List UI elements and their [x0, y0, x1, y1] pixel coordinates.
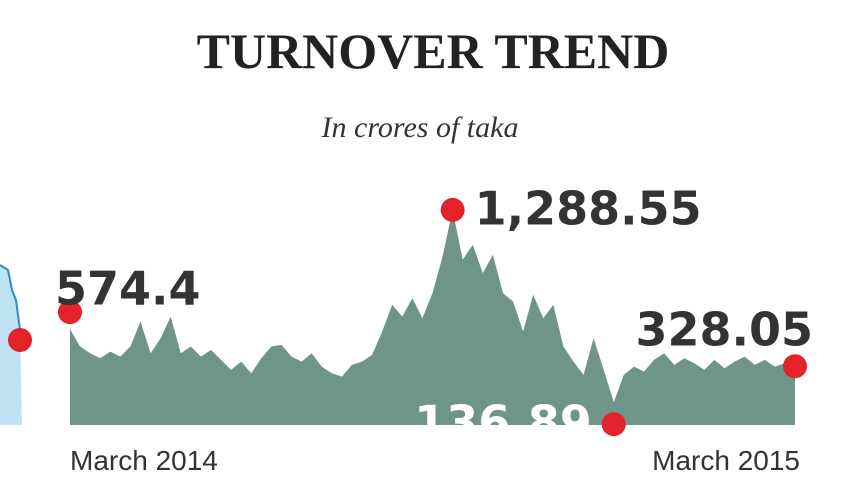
data-label: 136.89: [414, 396, 592, 450]
data-label: 328.05: [635, 303, 813, 357]
chart-subtitle: In crores of taka: [321, 111, 519, 144]
data-label: 1,288.55: [475, 181, 702, 235]
neighbor-chart-line: [0, 264, 21, 331]
area: [70, 209, 795, 425]
chart-title: TURNOVER TREND: [197, 23, 670, 79]
point-marker: [601, 412, 626, 437]
x-tick-label: March 2015: [652, 445, 800, 476]
neighbor-chart-dot: [8, 328, 32, 352]
point-marker: [440, 197, 465, 222]
point-marker: [58, 300, 82, 325]
x-tick-label: March 2014: [70, 445, 218, 476]
point-marker: [783, 354, 807, 379]
data-label: 574.4: [55, 262, 201, 316]
